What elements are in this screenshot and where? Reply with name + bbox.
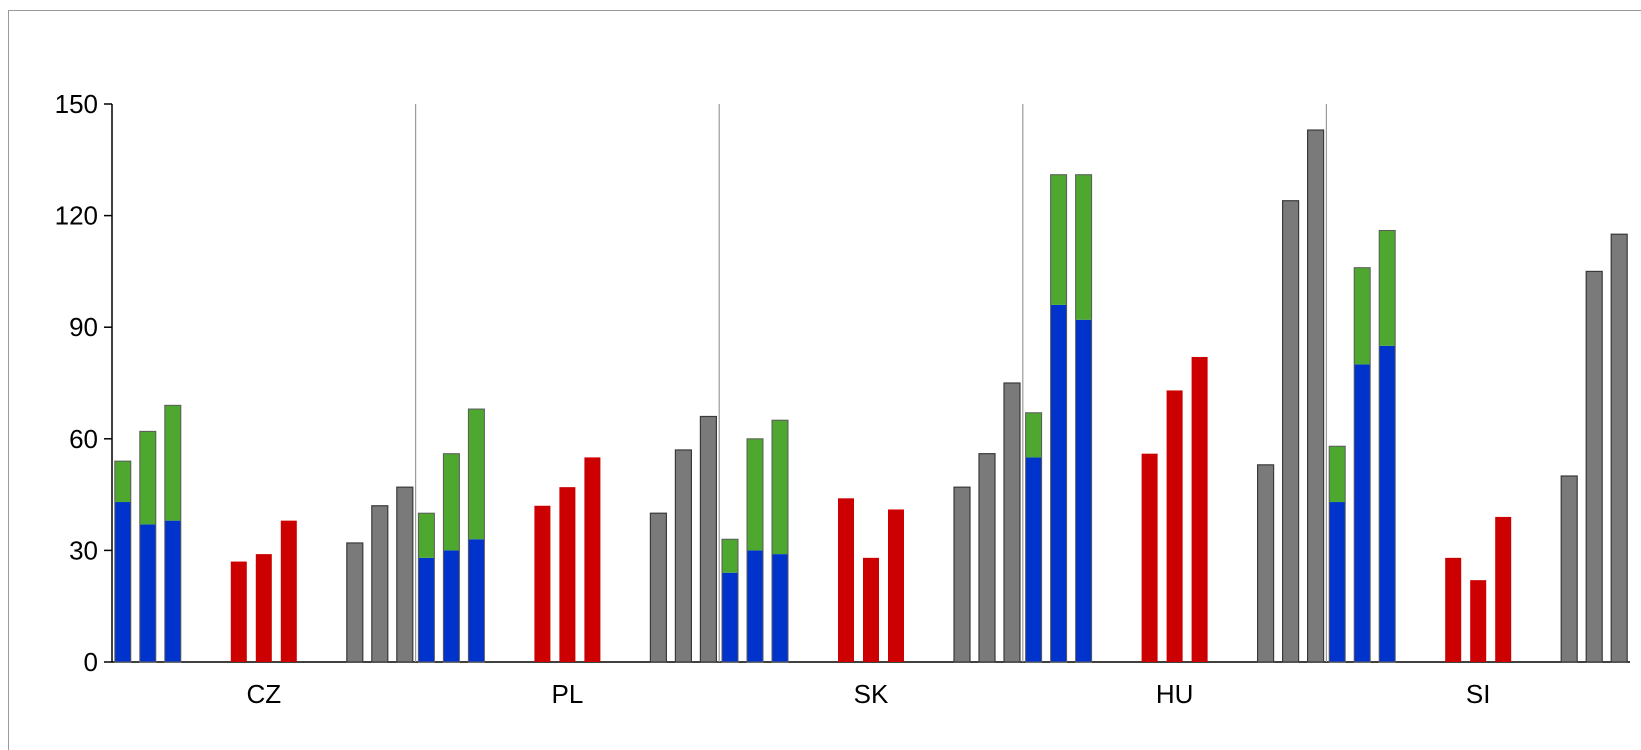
bar-CZ-red-2 <box>255 554 272 662</box>
bar-outline-SK-2 <box>746 438 764 663</box>
bar-SK-red-2 <box>863 557 879 662</box>
bar-SK-green-1 <box>722 539 738 573</box>
bar-SK-blue-1 <box>722 572 738 662</box>
bar-SK-green-3 <box>772 420 788 555</box>
bar-CZ-red-1 <box>230 561 247 662</box>
chart-frame <box>8 10 1641 750</box>
bar-CZ-blue-1 <box>114 502 131 662</box>
bar-HU-red-2 <box>1166 390 1183 662</box>
bar-CZ-gray-3 <box>396 486 414 663</box>
bar-SK-red-1 <box>838 498 854 662</box>
bar-PL-blue-2 <box>443 550 460 662</box>
bar-HU-blue-2 <box>1050 304 1067 662</box>
bar-HU-blue-1 <box>1025 457 1042 662</box>
bar-outline-SK-1 <box>721 538 739 663</box>
bar-PL-gray-1 <box>649 512 668 663</box>
bar-PL-gray-3 <box>699 415 718 663</box>
bar-outline-CZ-1 <box>114 460 132 663</box>
bar-HU-green-2 <box>1050 174 1067 305</box>
bar-PL-blue-1 <box>418 557 435 662</box>
bar-outline-CZ-2 <box>139 430 157 663</box>
bars <box>114 129 1628 663</box>
bar-PL-gray-2 <box>674 449 693 663</box>
bar-SI-blue-3 <box>1379 345 1396 662</box>
bar-outline-SI-1 <box>1328 445 1346 663</box>
bar-PL-blue-3 <box>468 539 485 662</box>
y-tick-label: 60 <box>69 424 98 454</box>
bar-SI-red-3 <box>1495 516 1512 662</box>
bar-CZ-red-3 <box>280 520 297 662</box>
y-tick-label: 90 <box>69 312 98 342</box>
bar-SK-gray-2 <box>978 453 996 663</box>
bar-HU-green-1 <box>1025 412 1042 458</box>
bar-PL-red-2 <box>559 487 576 662</box>
category-labels: CZ PL SK HU SI <box>246 679 1490 709</box>
bar-SI-green-3 <box>1379 230 1396 346</box>
bar-CZ-blue-3 <box>164 520 181 662</box>
bar-SK-blue-2 <box>747 550 763 662</box>
bar-outline-HU-1 <box>1025 412 1043 663</box>
bar-SI-gray-2 <box>1585 270 1603 663</box>
bar-HU-gray-3 <box>1306 129 1325 663</box>
bar-SK-gray-1 <box>953 486 971 663</box>
bar-SK-green-2 <box>747 438 763 551</box>
category-label-CZ: CZ <box>246 679 281 709</box>
bar-SI-red-1 <box>1445 557 1462 662</box>
bar-SI-green-1 <box>1329 446 1346 503</box>
category-label-SK: SK <box>854 679 889 709</box>
bar-outline-PL-1 <box>417 512 435 663</box>
y-tick-label: 120 <box>55 201 98 231</box>
bar-outline-CZ-3 <box>164 404 182 663</box>
bar-outline-SI-2 <box>1353 267 1371 663</box>
bar-SK-red-3 <box>888 509 904 662</box>
bar-SI-blue-1 <box>1329 502 1346 662</box>
bar-PL-red-3 <box>584 457 601 662</box>
bar-outline-SK-3 <box>771 419 789 663</box>
bar-SI-gray-1 <box>1560 475 1578 663</box>
bar-PL-green-1 <box>418 513 435 558</box>
bar-outline-PL-3 <box>467 408 485 663</box>
bar-PL-green-2 <box>443 453 460 551</box>
bar-outline-PL-2 <box>442 453 460 663</box>
bar-SI-blue-2 <box>1354 364 1371 662</box>
bar-HU-red-1 <box>1141 453 1158 662</box>
bar-HU-green-3 <box>1075 174 1092 320</box>
bar-SK-gray-3 <box>1003 382 1021 663</box>
bar-outline-HU-2 <box>1050 174 1068 663</box>
bar-outline-SI-3 <box>1378 229 1396 663</box>
bar-CZ-gray-1 <box>346 542 364 663</box>
bar-CZ-green-2 <box>139 431 156 525</box>
category-label-PL: PL <box>551 679 583 709</box>
bar-PL-red-1 <box>534 505 551 662</box>
category-label-SI: SI <box>1466 679 1491 709</box>
bar-SK-blue-3 <box>772 554 788 662</box>
bar-PL-green-3 <box>468 409 485 540</box>
bar-SI-red-2 <box>1470 580 1487 662</box>
y-tick-label: 30 <box>69 535 98 565</box>
bar-SI-gray-3 <box>1610 233 1628 663</box>
bar-outline-HU-3 <box>1075 174 1093 663</box>
bar-CZ-blue-2 <box>139 524 156 662</box>
category-label-HU: HU <box>1156 679 1194 709</box>
y-tick-label: 150 <box>55 89 98 119</box>
bar-CZ-gray-2 <box>371 505 389 663</box>
bar-HU-gray-2 <box>1281 200 1300 663</box>
bar-SI-green-2 <box>1354 267 1371 365</box>
bar-CZ-green-3 <box>164 405 181 521</box>
y-tick-label: 0 <box>84 647 98 677</box>
bar-HU-red-3 <box>1191 356 1208 662</box>
bar-HU-blue-3 <box>1075 319 1092 662</box>
y-axis-ticks: 0 30 60 90 120 150 <box>55 89 112 677</box>
bar-HU-gray-1 <box>1256 464 1275 663</box>
bar-CZ-green-1 <box>114 461 131 503</box>
